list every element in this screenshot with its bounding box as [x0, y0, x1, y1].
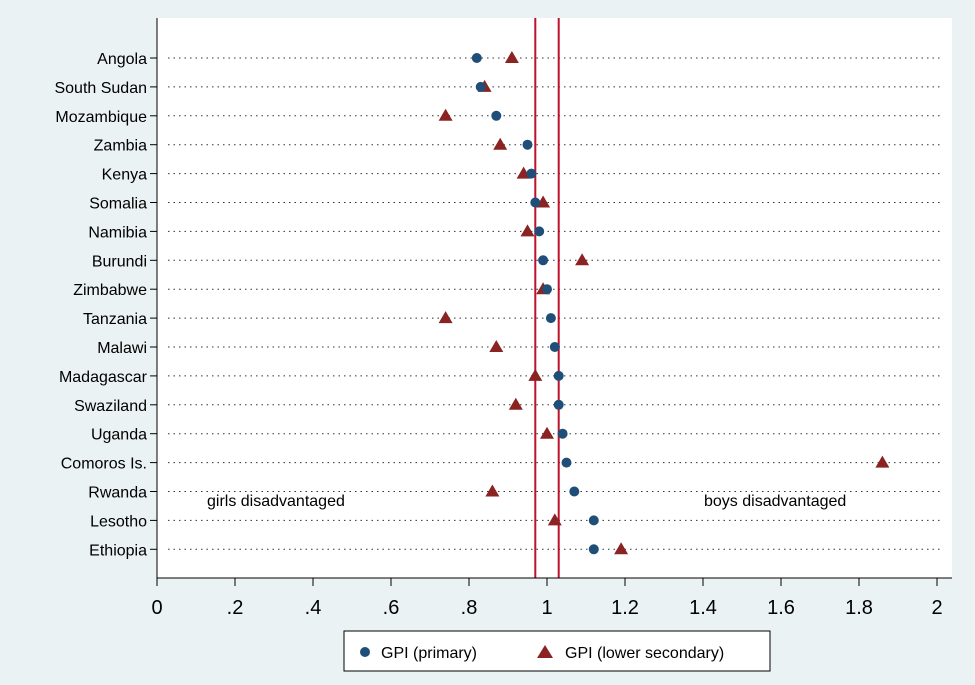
x-tick-label: 1.8 — [845, 597, 873, 619]
point-primary — [561, 457, 572, 468]
category-label: Malawi — [97, 340, 147, 357]
category-label: Rwanda — [88, 485, 147, 502]
point-lower-secondary — [520, 224, 535, 237]
category-label: Madagascar — [59, 369, 148, 386]
legend-marker-lower-secondary — [537, 645, 553, 658]
annotation-girls-disadvantaged: girls disadvantaged — [207, 493, 345, 510]
category-label: Ethiopia — [89, 542, 147, 559]
point-primary — [526, 168, 537, 179]
category-label: Comoros Is. — [61, 456, 147, 473]
point-primary — [569, 486, 580, 497]
category-label: Kenya — [102, 167, 147, 184]
point-lower-secondary — [540, 426, 554, 439]
legend-label-lower-secondary: GPI (lower secondary) — [565, 645, 724, 662]
plot-area — [157, 18, 952, 578]
x-tick-label: .4 — [305, 597, 322, 619]
point-lower-secondary — [508, 397, 523, 410]
x-tick-label: 2 — [931, 597, 942, 619]
x-tick-label: 0 — [151, 597, 162, 619]
point-lower-secondary — [547, 513, 562, 526]
point-primary — [530, 197, 541, 208]
point-lower-secondary — [493, 137, 508, 150]
data-points — [438, 51, 890, 555]
category-label: Swaziland — [74, 398, 147, 415]
x-tick-label: .2 — [227, 597, 244, 619]
category-label: Mozambique — [55, 109, 147, 126]
x-tick-label: 1 — [541, 597, 552, 619]
category-label: Namibia — [88, 224, 147, 241]
x-ticks: 0 .2 .4 .6 .8 1 1.2 1.4 1.6 1.8 2 — [151, 578, 943, 619]
x-tick-label: .6 — [383, 597, 400, 619]
category-label: South Sudan — [54, 80, 147, 97]
reference-lines — [534, 18, 560, 578]
point-primary — [588, 515, 599, 526]
point-primary — [534, 226, 545, 237]
category-label: Angola — [97, 51, 147, 68]
category-label: Uganda — [91, 427, 147, 444]
point-primary — [471, 53, 482, 63]
point-lower-secondary — [528, 368, 543, 381]
x-tick-label: .8 — [461, 597, 478, 619]
category-label: Lesotho — [90, 513, 147, 530]
point-primary — [522, 139, 533, 150]
point-lower-secondary — [875, 455, 890, 468]
point-primary — [475, 81, 486, 92]
legend-marker-primary — [360, 647, 370, 657]
category-labels: Angola South Sudan Mozambique Zambia Kenya So… — [54, 51, 147, 559]
category-label: Zimbabwe — [73, 282, 147, 299]
point-primary — [542, 284, 552, 295]
point-primary — [538, 255, 549, 266]
x-tick-label: 1.6 — [767, 597, 795, 619]
point-lower-secondary — [485, 484, 500, 497]
category-label: Somalia — [89, 196, 147, 213]
point-lower-secondary — [438, 108, 453, 121]
category-label: Tanzania — [83, 311, 147, 328]
point-lower-secondary — [575, 253, 590, 266]
point-lower-secondary — [438, 311, 453, 324]
point-primary — [545, 313, 556, 324]
x-tick-label: 1.2 — [611, 597, 639, 619]
legend-box — [343, 630, 771, 672]
point-primary — [553, 399, 564, 410]
legend: GPI (primary) GPI (lower secondary) — [343, 630, 771, 672]
point-primary — [557, 428, 568, 439]
point-primary — [588, 544, 599, 555]
category-label: Burundi — [92, 253, 147, 270]
legend-label-primary: GPI (primary) — [381, 645, 477, 662]
category-label: Zambia — [94, 138, 147, 155]
point-primary — [549, 342, 560, 352]
point-primary — [491, 110, 502, 121]
x-tick-label: 1.4 — [689, 597, 717, 619]
point-lower-secondary — [614, 542, 629, 555]
annotation-boys-disadvantaged: boys disadvantaged — [704, 493, 846, 510]
point-lower-secondary — [489, 340, 504, 352]
point-lower-secondary — [504, 51, 519, 63]
point-primary — [553, 370, 564, 381]
